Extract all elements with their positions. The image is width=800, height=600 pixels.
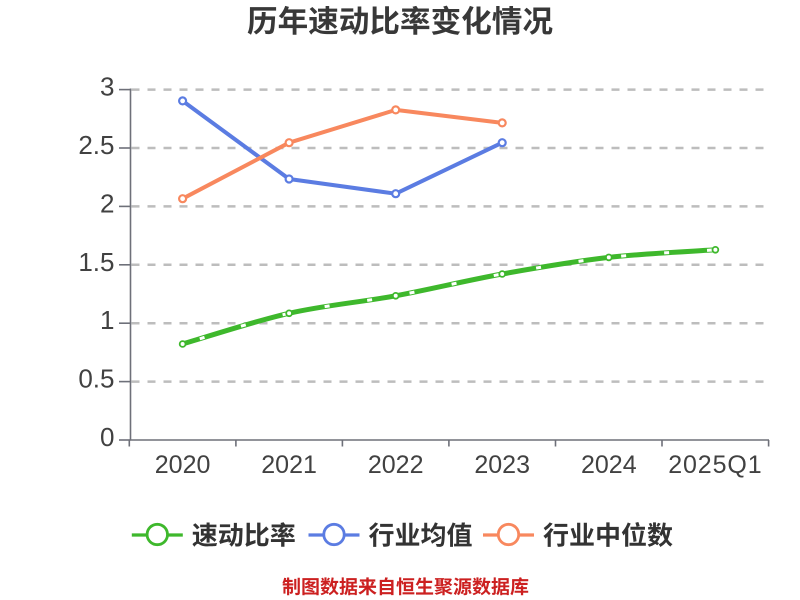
svg-text:2020: 2020 [155, 451, 211, 479]
svg-text:2024: 2024 [581, 451, 637, 479]
svg-text:2025Q1: 2025Q1 [668, 451, 762, 479]
svg-text:2: 2 [100, 188, 114, 218]
svg-text:3: 3 [100, 72, 114, 102]
svg-text:2023: 2023 [474, 451, 530, 479]
svg-text:2.5: 2.5 [78, 130, 114, 160]
svg-text:0.5: 0.5 [78, 364, 114, 394]
svg-text:0: 0 [100, 422, 114, 452]
svg-text:1.5: 1.5 [78, 247, 114, 277]
svg-text:2021: 2021 [261, 451, 317, 479]
svg-text:1: 1 [100, 305, 114, 335]
svg-text:2022: 2022 [368, 451, 424, 479]
